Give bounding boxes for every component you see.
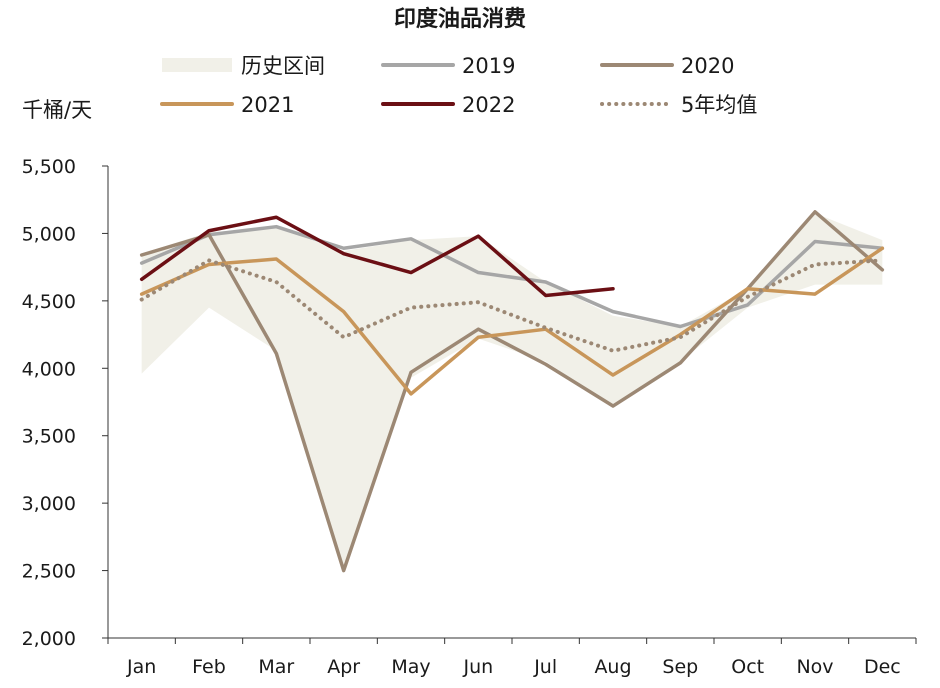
y-tick-label: 5,000 [22, 223, 76, 245]
x-tick-label-aug: Aug [594, 656, 631, 678]
series-line-2022 [139, 215, 615, 298]
legend-item-2021: 2021 [160, 93, 294, 117]
legend-label: 2022 [462, 93, 515, 117]
axes-layer: 2,000 2,500 3,000 3,500 4,000 4,500 5,000 5,500… [22, 156, 917, 678]
y-tick-label: 5,500 [22, 156, 76, 178]
x-tick-label-may: May [391, 656, 430, 678]
legend-label: 历史区间 [241, 54, 325, 78]
y-tick-label: 3,000 [22, 493, 76, 515]
x-tick-label-jan: Jan [126, 656, 156, 678]
x-tick-label-sep: Sep [662, 656, 698, 678]
series-layer [139, 210, 885, 573]
x-tick-label-apr: Apr [327, 656, 360, 678]
history-range-layer [141, 213, 883, 571]
y-tick-label: 2,000 [22, 628, 76, 650]
y-tick-label: 3,500 [22, 426, 76, 448]
legend-label: 2019 [462, 54, 515, 78]
x-tick-label-feb: Feb [192, 656, 226, 678]
legend-item-5年均值: 5年均值 [600, 93, 757, 117]
legend-item-2022: 2022 [381, 93, 515, 117]
legend-label: 2021 [241, 93, 294, 117]
history-range-band [141, 213, 883, 571]
series-2022 [139, 215, 615, 298]
x-tick-label-mar: Mar [258, 656, 294, 678]
legend-label: 2020 [681, 54, 734, 78]
y-axis-unit-label: 千桶/天 [22, 98, 92, 122]
legend-item-2019: 2019 [381, 54, 515, 78]
chart-title: 印度油品消费 [394, 6, 526, 32]
y-tick-label: 4,500 [22, 291, 76, 313]
series-line-2019 [139, 224, 885, 329]
x-tick-label-jun: Jun [462, 656, 493, 678]
x-tick-label-nov: Nov [796, 656, 833, 678]
series-line-5年均值 [139, 258, 885, 353]
x-tick-label-dec: Dec [864, 656, 901, 678]
legend-label: 5年均值 [681, 93, 757, 117]
series-5年均值 [139, 258, 885, 353]
y-tick-label: 2,500 [22, 561, 76, 583]
x-tick-label-jul: Jul [533, 656, 557, 678]
y-tick-label: 4,000 [22, 358, 76, 380]
legend: 历史区间 2019 2020 2021 2022 5年均值 [160, 54, 757, 117]
series-2019 [139, 224, 885, 329]
series-line-2020 [139, 210, 885, 573]
legend-item-2020: 2020 [600, 54, 734, 78]
legend-item-历史区间: 历史区间 [162, 54, 325, 78]
x-tick-label-oct: Oct [731, 656, 764, 678]
series-2020 [139, 210, 885, 573]
legend-swatch [162, 58, 232, 72]
